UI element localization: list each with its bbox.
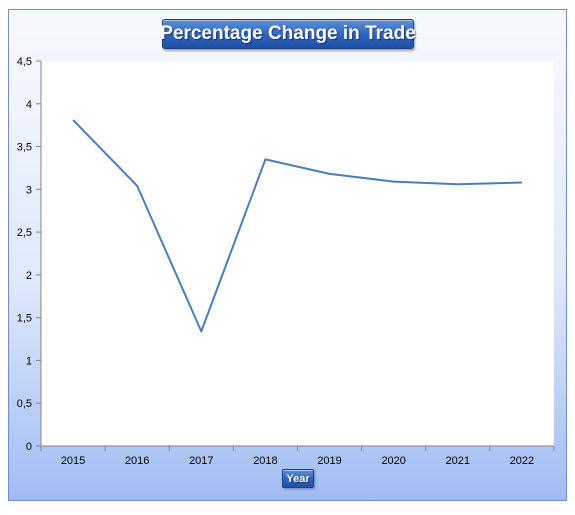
plot-area (41, 61, 554, 446)
x-tick-label: 2020 (381, 455, 405, 467)
y-tick-label: 2 (26, 270, 32, 282)
x-tick-label: 2015 (61, 455, 85, 467)
x-tick-label: 2018 (253, 455, 277, 467)
y-tick-label: 1 (26, 355, 32, 367)
x-axis-title: Year (286, 472, 310, 485)
y-tick-label: 0,5 (17, 398, 32, 410)
x-tick-label: 2022 (510, 455, 534, 467)
x-axis-title-box: Year (282, 469, 314, 488)
y-tick-label: 2,5 (17, 227, 32, 239)
series-line (72, 119, 522, 333)
y-axis: 0 0,5 1 1,5 2 2,5 3 3,5 4 4,5 (17, 56, 42, 453)
x-tick-label: 2016 (125, 455, 149, 467)
y-tick-label: 4,5 (17, 56, 32, 68)
y-tick-label: 3,5 (17, 142, 32, 154)
x-tick-label: 2017 (189, 455, 213, 467)
x-tick-label: 2021 (446, 455, 470, 467)
y-tick-label: 4 (26, 99, 32, 111)
y-tick-label: 0 (26, 441, 32, 453)
chart-title-box: Percentage Change in Trade (160, 19, 416, 49)
x-tick-label: 2019 (317, 455, 341, 467)
chart-title: Percentage Change in Trade (160, 23, 416, 44)
y-tick-label: 3 (26, 184, 32, 196)
x-axis: 2015 2016 2017 2018 2019 2020 2021 2022 (40, 445, 555, 467)
y-tick-label: 1,5 (17, 313, 32, 325)
